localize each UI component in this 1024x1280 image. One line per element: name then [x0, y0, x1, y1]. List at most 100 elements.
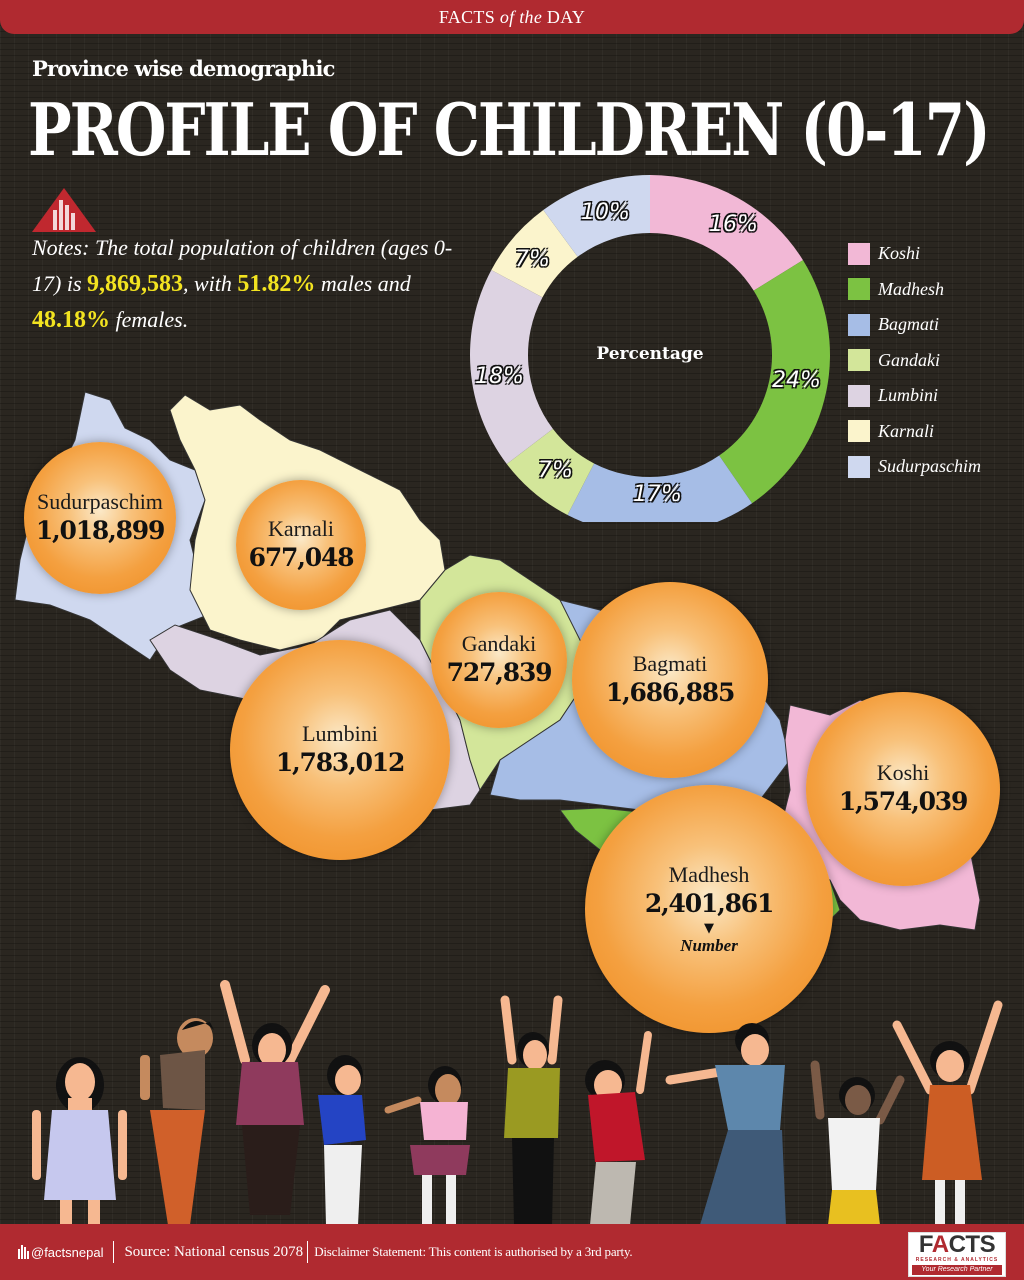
legend-label: Koshi	[878, 243, 921, 264]
legend-swatch	[848, 349, 870, 372]
pct-label-lumbini: 18%	[475, 364, 524, 389]
divider	[307, 1241, 309, 1263]
down-triangle-icon: ▼	[704, 921, 714, 936]
legend-label: Gandaki	[878, 349, 940, 370]
province-value: 727,839	[446, 658, 553, 687]
province-value: 677,048	[248, 543, 355, 572]
legend-label: Lumbini	[878, 385, 939, 406]
bubble-sudurpaschim: Sudurpaschim 1,018,899	[24, 442, 176, 594]
legend-item-gandaki: Gandaki	[848, 343, 981, 379]
chart-legend: Koshi Madhesh Bagmati Gandaki Lumbini Ka…	[848, 236, 981, 485]
legend-swatch	[848, 420, 870, 443]
child-figure-2	[140, 1018, 214, 1225]
facts-logo: FACTS RESEARCH & ANALYTICS Your Research…	[908, 1232, 1006, 1277]
pct-label-gandaki: 7%	[538, 458, 573, 483]
donut-slice-sudurpaschim	[543, 175, 650, 257]
legend-swatch	[848, 384, 870, 407]
disclaimer-text: Disclaimer Statement: This content is au…	[314, 1244, 633, 1259]
bubble-bagmati: Bagmati 1,686,885	[572, 582, 768, 778]
female-percentage: 48.18%	[32, 307, 110, 333]
bar-chart-icon	[18, 1245, 29, 1259]
child-figure-8	[665, 1023, 786, 1225]
number-caption: Number	[680, 936, 738, 955]
child-figure-6	[500, 995, 563, 1225]
legend-label: Sudurpaschim	[878, 456, 981, 477]
percentage-donut-chart: Percentage 16% 24% 17% 7% 18% 7% 10%	[465, 172, 835, 535]
legend-swatch	[848, 455, 870, 478]
facts-wordmark: FACTS	[909, 1233, 1005, 1257]
legend-item-lumbini: Lumbini	[848, 378, 981, 414]
bubble-lumbini: Lumbini 1,783,012	[230, 640, 450, 860]
banner-text-italic: of the	[499, 7, 543, 27]
legend-item-sudurpaschim: Sudurpaschim	[848, 449, 981, 485]
male-percentage: 51.82%	[237, 271, 316, 297]
donut-svg	[470, 175, 830, 535]
divider	[113, 1241, 115, 1263]
footer-bar: @factsnepal Source: National census 2078…	[0, 1224, 1024, 1280]
page-title: PROFILE OF CHILDREN (0-17)	[28, 87, 991, 173]
legend-swatch	[848, 313, 870, 336]
child-figure-5	[384, 1066, 470, 1225]
donut-slice-bagmati	[567, 455, 753, 535]
province-name: Lumbini	[302, 721, 378, 746]
legend-swatch	[848, 278, 870, 301]
legend-label: Madhesh	[878, 278, 944, 299]
pct-label-karnali: 7%	[515, 247, 550, 272]
province-name: Sudurpaschim	[37, 489, 163, 514]
logo-subtitle: RESEARCH & ANALYTICS	[915, 1257, 999, 1263]
dancing-children-illustration	[32, 980, 1003, 1225]
legend-item-madhesh: Madhesh	[848, 272, 981, 308]
notes-text: , with	[183, 271, 238, 296]
legend-label: Bagmati	[878, 314, 939, 335]
bubble-madhesh: Madhesh 2,401,861 ▼ Number	[585, 785, 833, 1033]
notes-text: females.	[110, 307, 189, 332]
province-value: 1,783,012	[275, 748, 406, 777]
province-name: Gandaki	[461, 631, 537, 656]
logo-letter: CTS	[948, 1231, 996, 1258]
notes-paragraph: Notes: The total population of children …	[32, 230, 472, 338]
facts-triangle-logo-icon	[32, 188, 96, 232]
pct-label-madhesh: 24%	[772, 368, 821, 393]
notes-text: Notes: The total population of children …	[32, 235, 453, 296]
source-text: Source: National census 2078	[124, 1243, 304, 1260]
legend-label: Karnali	[878, 420, 935, 441]
child-figure-10	[892, 1000, 1003, 1225]
donut-center-label: Percentage	[596, 344, 704, 364]
total-population: 9,869,583	[87, 271, 183, 297]
pct-label-sudurpaschim: 10%	[581, 200, 630, 225]
donut-slice-karnali	[491, 210, 578, 298]
donut-slice-lumbini	[470, 269, 553, 465]
bubble-koshi: Koshi 1,574,039	[806, 692, 1000, 886]
legend-item-karnali: Karnali	[848, 414, 981, 450]
page-subtitle: Province wise demographic	[32, 56, 335, 81]
donut-slice-gandaki	[506, 428, 595, 515]
banner-text-post: DAY	[542, 7, 586, 27]
legend-item-koshi: Koshi	[848, 236, 981, 272]
donut-slice-koshi	[650, 175, 803, 291]
legend-item-bagmati: Bagmati	[848, 307, 981, 343]
logo-letter: A	[931, 1231, 949, 1258]
banner-text-pre: FACTS	[438, 7, 500, 27]
province-name: Koshi	[876, 760, 930, 785]
logo-tagline: Your Research Partner	[912, 1265, 1002, 1275]
province-name: Bagmati	[632, 651, 708, 676]
child-figure-7	[585, 1031, 652, 1225]
donut-slice-madhesh	[719, 260, 830, 504]
facts-of-the-day-banner: FACTS of the DAY	[0, 0, 1024, 34]
social-handle[interactable]: @factsnepal	[18, 1245, 103, 1260]
province-name: Karnali	[268, 516, 334, 541]
child-figure-1	[32, 1057, 127, 1225]
province-value: 1,574,039	[838, 787, 969, 816]
province-name: Madhesh	[668, 862, 750, 887]
handle-text: @factsnepal	[31, 1244, 104, 1260]
province-value: 2,401,861	[644, 889, 775, 918]
province-value: 1,686,885	[605, 678, 736, 707]
child-figure-3	[220, 980, 330, 1215]
pct-label-bagmati: 17%	[633, 482, 682, 507]
bubble-karnali: Karnali 677,048	[236, 480, 366, 610]
pct-label-koshi: 16%	[709, 212, 758, 237]
child-figure-9	[810, 1060, 905, 1225]
legend-swatch	[848, 242, 870, 265]
province-value: 1,018,899	[35, 516, 166, 545]
child-figure-4	[318, 1055, 366, 1225]
